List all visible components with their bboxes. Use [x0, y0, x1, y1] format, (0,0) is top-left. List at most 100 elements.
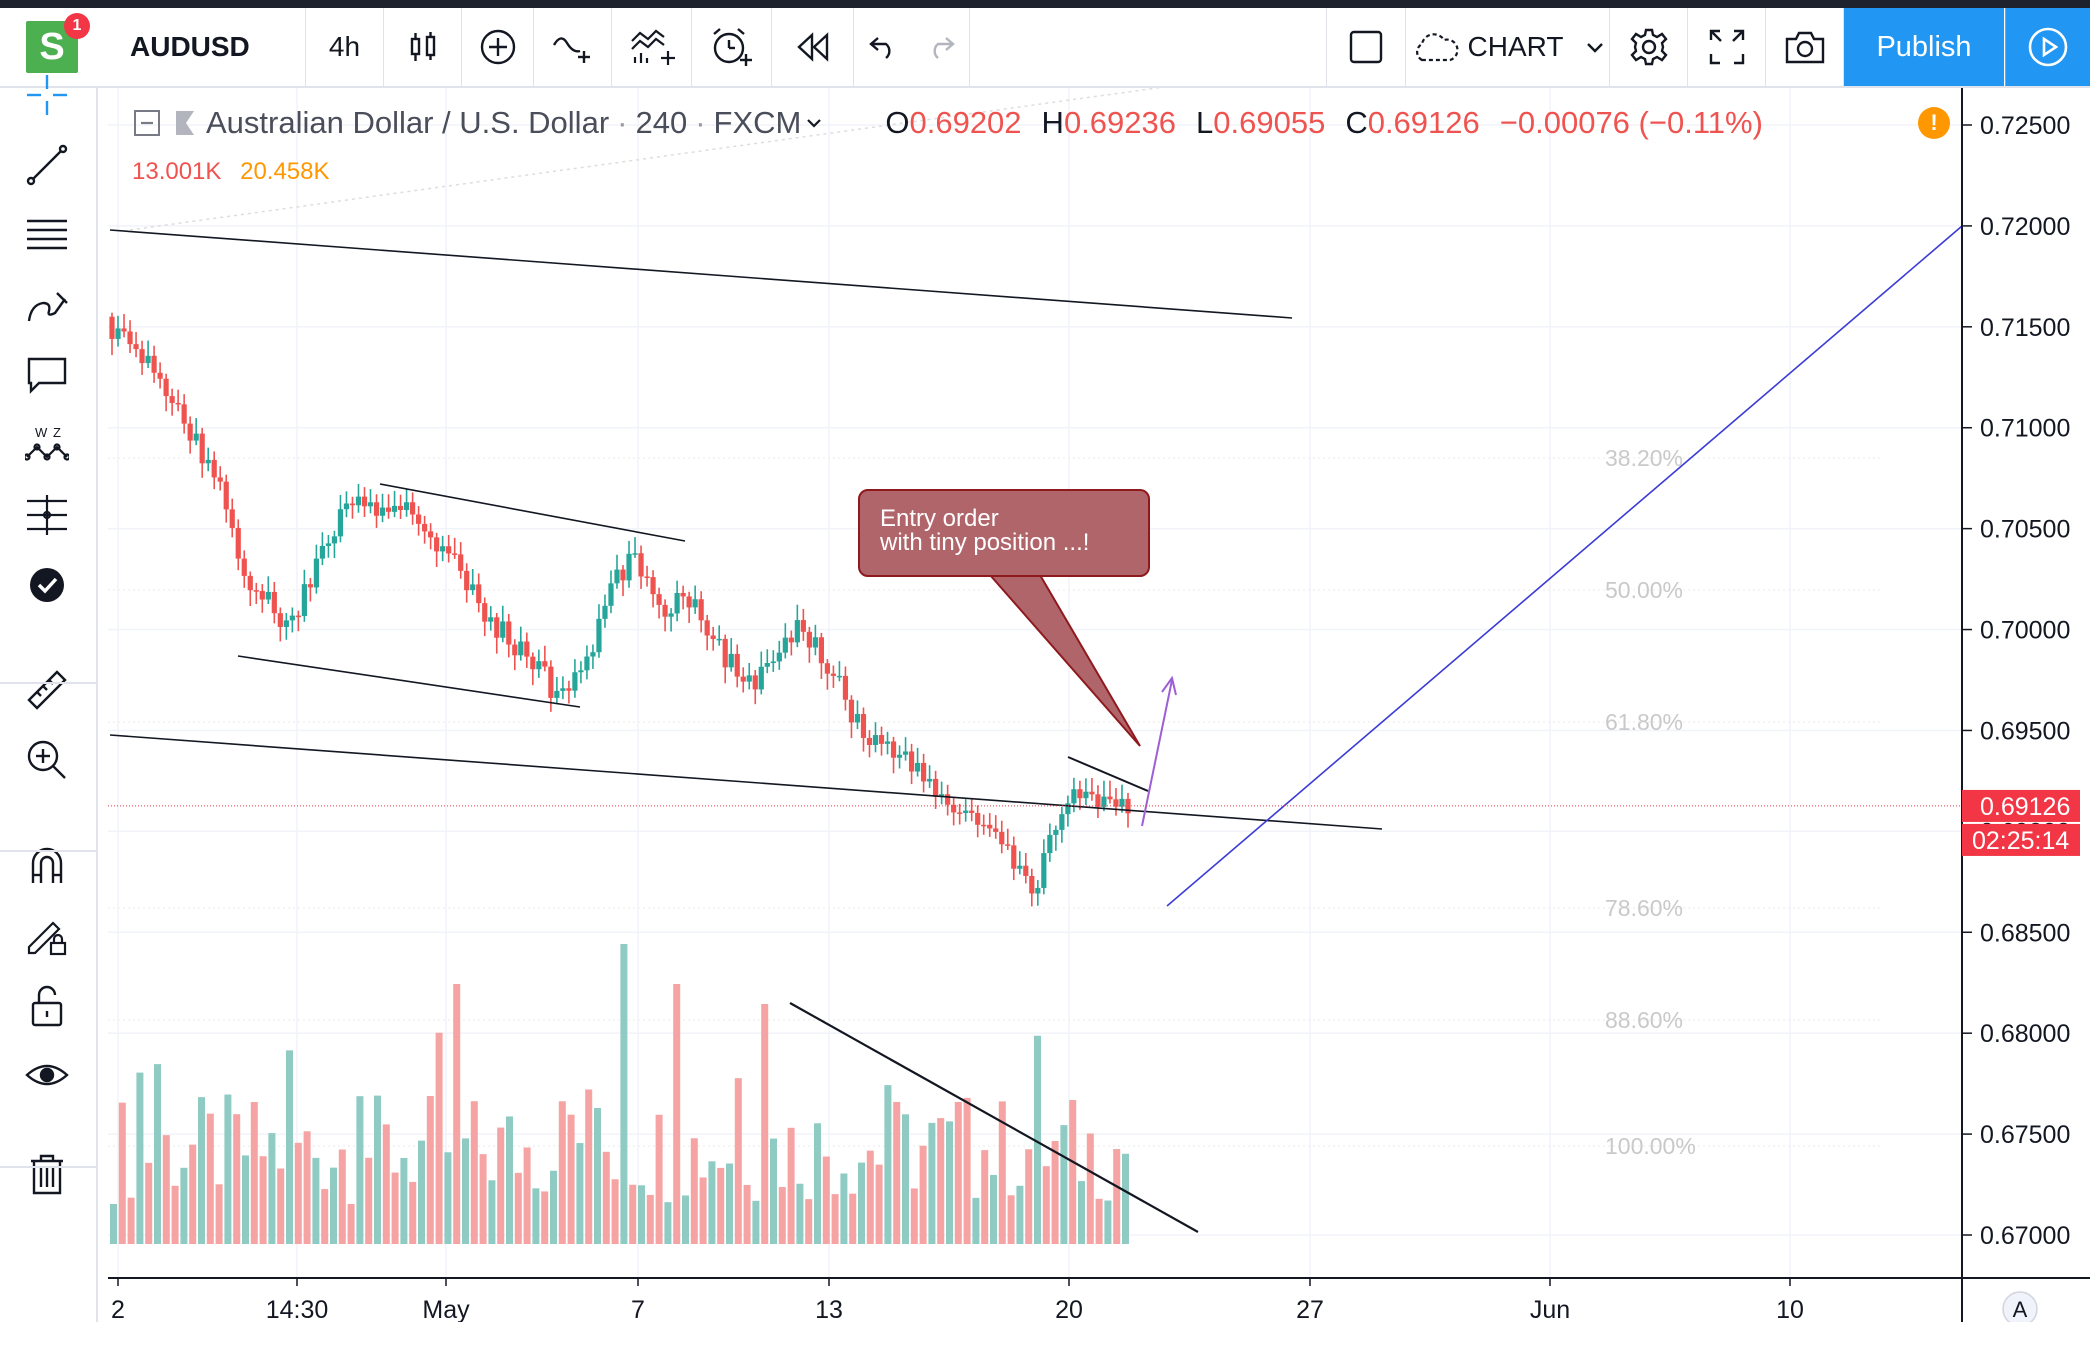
candle-body [776, 652, 782, 662]
alarm-clock-icon [712, 28, 752, 66]
text-tool[interactable] [14, 345, 80, 405]
symbol-search[interactable]: AUDUSD [104, 8, 306, 86]
volume-bar [1069, 1100, 1077, 1244]
volume-bar [594, 1107, 601, 1244]
remove-drawings[interactable] [14, 1143, 80, 1203]
warning-icon[interactable]: ! [1918, 107, 1950, 139]
volume-bar [374, 1095, 381, 1244]
brush-tool[interactable] [14, 275, 80, 335]
candle-body [728, 653, 734, 668]
candle-body [488, 617, 494, 622]
candle-body [806, 631, 812, 648]
fib-lines-icon [27, 219, 67, 250]
candle-body [157, 372, 163, 379]
candle-body [199, 433, 205, 464]
trendline-drawings[interactable] [108, 225, 1963, 1233]
candle-body [878, 735, 885, 744]
candle-body [452, 553, 458, 555]
candle-body [596, 618, 602, 653]
candle-body [193, 433, 199, 441]
volume-bar [154, 1064, 161, 1244]
comment-icon [27, 357, 67, 394]
volume-bar [646, 1194, 654, 1244]
volume-bar [629, 1184, 637, 1244]
volume-bar [690, 1138, 698, 1244]
undo-icon [869, 37, 891, 59]
redo-button[interactable] [912, 8, 970, 86]
publish-button[interactable]: Publish [1844, 8, 2004, 86]
candle-body [866, 737, 873, 745]
low-label: L [1196, 105, 1214, 140]
zoom-tool[interactable] [14, 730, 80, 790]
volume-bar [453, 984, 461, 1244]
hide-drawings[interactable] [14, 1045, 80, 1105]
crosshair-tool[interactable] [14, 65, 80, 125]
icon-tool[interactable] [14, 555, 80, 615]
collapse-icon[interactable] [132, 108, 162, 138]
candle-body [1017, 865, 1023, 869]
price-tick-label: 0.72000 [1980, 213, 2070, 241]
volume-bar [409, 1181, 417, 1244]
replay-button[interactable] [772, 8, 854, 86]
trendline-tool[interactable] [14, 135, 80, 195]
volume-bar [312, 1157, 320, 1244]
notification-badge[interactable]: 1 [64, 13, 90, 39]
undo-button[interactable] [854, 8, 912, 86]
candle-body [800, 620, 806, 632]
candle-body [746, 675, 752, 682]
volume-bar [171, 1185, 179, 1244]
candle-body [247, 575, 253, 591]
legend-title[interactable]: Australian Dollar / U.S. Dollar [206, 105, 610, 140]
stay-drawing-mode[interactable] [14, 905, 80, 965]
candle-body [1107, 796, 1113, 800]
fib-retracement[interactable]: 38.20% 50.00% 61.80% 78.60% 88.60% 100.00% [108, 88, 1880, 1159]
chart-type-button[interactable] [384, 8, 462, 86]
logo: S 1 [26, 13, 90, 73]
indicators-button[interactable] [534, 8, 612, 86]
candle-body [560, 688, 566, 691]
volume-bar [638, 1185, 645, 1244]
candle-body [542, 661, 548, 667]
interval-button[interactable]: 4h [306, 8, 384, 86]
time-tick-label: 2 [111, 1296, 125, 1324]
candle-body [397, 505, 404, 511]
financials-button[interactable] [612, 8, 692, 86]
lock-drawings[interactable] [14, 975, 80, 1035]
candle-body [933, 778, 939, 797]
volume-bar [532, 1188, 540, 1244]
candle-body [355, 496, 362, 506]
compare-button[interactable] [462, 8, 534, 86]
logo-button[interactable]: S 1 [0, 8, 104, 86]
current-price-tag [1962, 789, 2080, 822]
magnet-icon [31, 847, 63, 883]
magnet-mode[interactable] [14, 835, 80, 895]
measure-tool[interactable] [14, 660, 80, 720]
volume-bar [127, 1197, 135, 1244]
candle-body [993, 828, 999, 832]
chevron-down-icon[interactable] [805, 116, 823, 130]
volume-bar [1086, 1133, 1094, 1244]
chart-canvas[interactable]: 38.20% 50.00% 61.80% 78.60% 88.60% 100.00% 0.… [98, 88, 2090, 1350]
alert-button[interactable] [692, 8, 772, 86]
save-layout-button[interactable]: CHART [1406, 8, 1610, 86]
candle-body [1119, 798, 1125, 807]
settings-button[interactable] [1610, 8, 1688, 86]
candle-body [572, 672, 578, 691]
fullscreen-button[interactable] [1688, 8, 1766, 86]
snapshot-button[interactable] [1766, 8, 1844, 86]
candle-body [860, 714, 867, 738]
fib-tool[interactable] [14, 205, 80, 265]
volume-bar [541, 1191, 549, 1244]
publish-play-button[interactable] [2005, 8, 2090, 86]
layout-select-button[interactable] [1326, 8, 1406, 86]
candle-body [1035, 887, 1041, 894]
callout-annotation[interactable]: Entry order with tiny position ...! [858, 489, 1150, 577]
prediction-tool[interactable] [14, 485, 80, 545]
candle-body [205, 459, 211, 464]
volume-bar [981, 1150, 989, 1244]
candle-body [416, 514, 422, 524]
candle-body [121, 328, 127, 332]
time-tick-label: 10 [1776, 1296, 1804, 1324]
price-tick-label: 0.70000 [1980, 617, 2070, 645]
